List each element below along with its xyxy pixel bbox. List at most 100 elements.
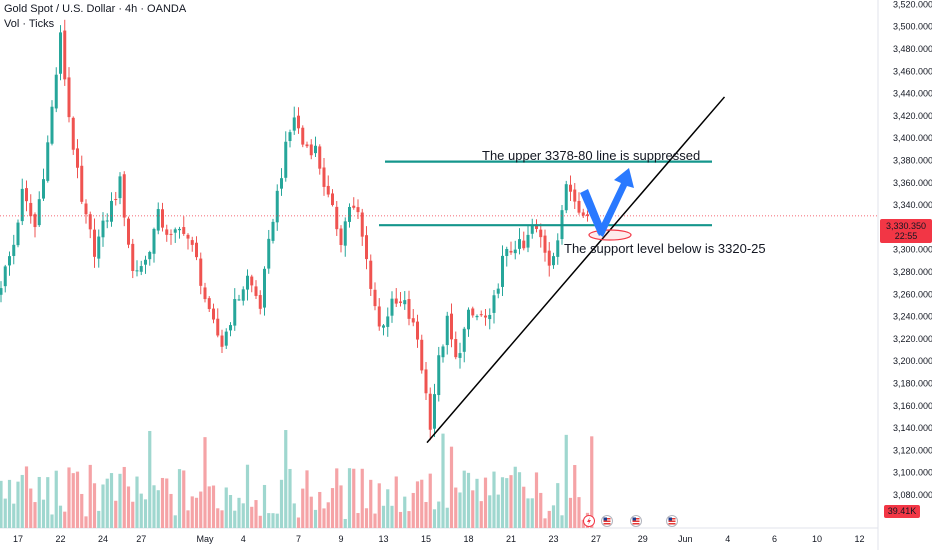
volume-bar xyxy=(80,493,84,528)
upper-level-annotation: The upper 3378-80 line is suppressed xyxy=(482,148,700,163)
candle-body xyxy=(131,243,135,272)
candle-body xyxy=(471,308,475,316)
price-tick-label: 3,440.000 xyxy=(893,89,932,99)
volume-bar xyxy=(445,507,449,528)
candle-body xyxy=(182,227,186,234)
candle-body xyxy=(526,234,530,248)
volume-bar xyxy=(466,472,471,528)
volume-bar xyxy=(258,515,262,528)
candle-body xyxy=(263,268,266,308)
volume-bar xyxy=(67,467,71,528)
candle-body xyxy=(360,212,364,237)
price-tick-label: 3,300.000 xyxy=(893,245,932,255)
candle-body xyxy=(331,193,334,206)
time-tick-label: 4 xyxy=(241,534,246,544)
candle-body xyxy=(59,32,62,74)
candle-body xyxy=(207,298,211,310)
volume-bar xyxy=(101,484,105,528)
forecast-arrow-up-leg[interactable] xyxy=(597,168,634,237)
price-tick-label: 3,100.000 xyxy=(893,468,932,478)
candle-body xyxy=(450,313,453,340)
volume-bar xyxy=(449,446,454,528)
us-flag-icon[interactable] xyxy=(601,515,613,527)
candle-body xyxy=(458,353,462,358)
candle-body xyxy=(0,288,3,295)
candle-body xyxy=(467,309,470,330)
candle-body xyxy=(237,299,241,301)
candle-body xyxy=(377,306,381,327)
volume-bar xyxy=(220,510,224,528)
candle-body xyxy=(522,240,526,249)
candle-body xyxy=(454,339,458,358)
price-tick-label: 3,160.000 xyxy=(893,401,932,411)
volume-bar xyxy=(492,471,496,528)
volume-bar xyxy=(97,510,101,528)
volume-bar xyxy=(194,497,199,528)
volume-bar xyxy=(54,470,58,528)
us-flag-icon[interactable] xyxy=(630,515,642,527)
volume-bar xyxy=(352,468,356,528)
forecast-arrow-down-leg[interactable] xyxy=(580,189,605,236)
volume-bar xyxy=(139,493,143,528)
candle-body xyxy=(195,242,198,258)
volume-bar xyxy=(148,430,152,528)
candle-body xyxy=(88,214,92,230)
volume-bar xyxy=(556,483,560,528)
candle-body xyxy=(577,200,581,213)
candle-body xyxy=(275,190,279,223)
volume-bar xyxy=(560,515,564,528)
volume-bar xyxy=(377,483,381,528)
candle-body xyxy=(220,335,224,347)
candle-body xyxy=(148,251,152,260)
time-tick-label: 10 xyxy=(812,534,822,544)
volume-bar xyxy=(24,466,29,528)
volume-bar xyxy=(407,511,411,528)
candle-body xyxy=(513,249,517,254)
candle-body xyxy=(411,318,415,323)
us-flag-icon[interactable] xyxy=(666,515,678,527)
symbol-title[interactable]: Gold Spot / U.S. Dollar · 4h · OANDA xyxy=(4,3,187,15)
time-tick-label: Jun xyxy=(678,534,693,544)
volume-bar xyxy=(547,510,551,528)
price-tick-label: 3,180.000 xyxy=(893,379,932,389)
candle-body xyxy=(284,141,288,178)
candle-body xyxy=(441,346,445,358)
time-tick-label: 6 xyxy=(772,534,777,544)
candle-body xyxy=(152,228,156,254)
volume-bar xyxy=(228,495,233,528)
price-tick-label: 3,240.000 xyxy=(893,312,932,322)
volume-bar xyxy=(58,505,63,528)
volume-bar xyxy=(3,498,7,528)
candle-body xyxy=(80,165,84,202)
time-tick-label: 7 xyxy=(296,534,301,544)
time-tick-label: 21 xyxy=(506,534,516,544)
candle-body xyxy=(301,127,305,145)
support-ellipse[interactable] xyxy=(588,229,632,241)
candle-body xyxy=(63,30,67,80)
volume-bar xyxy=(177,469,182,528)
volume-bar xyxy=(275,513,279,528)
candle-body xyxy=(505,248,509,256)
candle-body xyxy=(33,214,37,228)
time-tick-label: 22 xyxy=(55,534,65,544)
volume-bar xyxy=(411,492,415,528)
volume-bar xyxy=(488,495,492,528)
candle-body xyxy=(165,229,169,235)
candle-body xyxy=(552,256,555,266)
candle-body xyxy=(356,207,360,213)
volume-bar xyxy=(12,503,16,528)
support-level-annotation: The support level below is 3320-25 xyxy=(564,241,766,256)
candle-body xyxy=(173,229,177,233)
volume-bar xyxy=(224,487,228,528)
ascending-trendline[interactable] xyxy=(426,96,726,444)
volume-bar xyxy=(288,468,292,528)
volume-bar xyxy=(211,485,216,528)
volume-bar xyxy=(390,505,394,528)
candle-body xyxy=(199,258,203,286)
volume-bar xyxy=(471,490,475,528)
volume-bar xyxy=(373,513,377,528)
candle-body xyxy=(42,179,45,199)
lightning-icon[interactable] xyxy=(583,515,595,527)
price-tick-label: 3,260.000 xyxy=(893,289,932,299)
